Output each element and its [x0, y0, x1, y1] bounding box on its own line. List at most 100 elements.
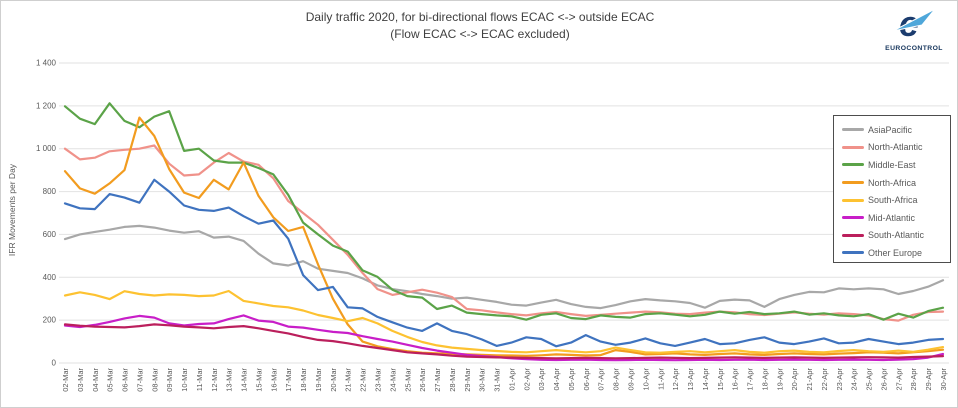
x-tick-label: 18-Mar	[299, 368, 308, 392]
x-tick-label: 26-Apr	[879, 368, 888, 391]
x-tick-label: 04-Mar	[91, 368, 100, 392]
x-tick-label: 24-Mar	[388, 368, 397, 392]
legend-swatch	[842, 233, 864, 237]
x-tick-label: 29-Apr	[924, 368, 933, 391]
y-tick-label: 800	[43, 187, 57, 196]
legend-label: South-Atlantic	[868, 230, 925, 241]
x-tick-label: 24-Apr	[850, 368, 859, 391]
series-line-north-africa	[63, 116, 945, 357]
x-tick-label: 13-Apr	[686, 368, 695, 391]
legend-swatch	[842, 163, 864, 167]
x-tick-label: 27-Apr	[894, 368, 903, 391]
x-tick-label: 21-Apr	[805, 368, 814, 391]
legend-label: Mid-Atlantic	[868, 212, 916, 223]
x-tick-label: 08-Apr	[612, 368, 621, 391]
legend-item-south-atlantic: South-Atlantic	[842, 227, 950, 245]
title-line-2: (Flow ECAC <-> ECAC excluded)	[390, 27, 570, 41]
x-tick-label: 05-Apr	[567, 368, 576, 391]
x-tick-label: 20-Mar	[329, 368, 338, 392]
page-title: Daily traffic 2020, for bi-directional f…	[1, 9, 957, 43]
y-tick-label: 600	[43, 230, 57, 239]
legend-item-mid-atlantic: Mid-Atlantic	[842, 209, 950, 227]
x-tick-label: 16-Apr	[731, 368, 740, 391]
x-tick-label: 10-Apr	[641, 368, 650, 391]
x-tick-label: 27-Mar	[433, 368, 442, 392]
x-tick-label: 09-Apr	[626, 368, 635, 391]
x-tick-label: 30-Mar	[478, 368, 487, 392]
legend-swatch	[842, 198, 864, 202]
x-tick-label: 06-Apr	[582, 368, 591, 391]
legend-label: Other Europe	[868, 247, 923, 258]
y-tick-label: 200	[43, 316, 57, 325]
y-tick-label: 1 000	[36, 144, 57, 153]
legend-item-asiapacific: AsiaPacific	[842, 121, 950, 139]
x-tick-label: 14-Apr	[701, 368, 710, 391]
series-line-south-africa	[63, 289, 945, 354]
x-tick-label: 16-Mar	[269, 368, 278, 392]
x-tick-label: 18-Apr	[760, 368, 769, 391]
legend-swatch	[842, 145, 864, 149]
x-tick-label: 12-Apr	[671, 368, 680, 391]
x-tick-label: 17-Apr	[746, 368, 755, 391]
x-tick-label: 14-Mar	[240, 368, 249, 392]
x-tick-label: 19-Mar	[314, 368, 323, 392]
series-line-south-atlantic	[63, 323, 945, 360]
x-tick-label: 30-Apr	[939, 368, 948, 391]
x-tick-label: 12-Mar	[210, 368, 219, 392]
x-tick-label: 22-Mar	[359, 368, 368, 392]
legend-label: AsiaPacific	[868, 124, 913, 135]
x-tick-label: 15-Mar	[254, 368, 263, 392]
eurocontrol-logo: e EUROCONTROL	[883, 3, 945, 52]
x-tick-label: 19-Apr	[775, 368, 784, 391]
x-tick-label: 26-Mar	[418, 368, 427, 392]
y-tick-label: 400	[43, 273, 57, 282]
legend-swatch	[842, 216, 864, 220]
x-tick-label: 21-Mar	[344, 368, 353, 392]
x-tick-label: 23-Apr	[835, 368, 844, 391]
series-line-north-atlantic	[63, 144, 945, 322]
x-tick-label: 01-Apr	[507, 368, 516, 391]
x-tick-label: 31-Mar	[493, 368, 502, 392]
legend-label: Middle-East	[868, 159, 916, 170]
x-tick-label: 02-Apr	[522, 368, 531, 391]
x-tick-label: 10-Mar	[180, 368, 189, 392]
legend-label: North-Africa	[868, 177, 917, 188]
x-tick-label: 15-Apr	[716, 368, 725, 391]
x-tick-label: 28-Mar	[448, 368, 457, 392]
series-line-middle-east	[63, 102, 945, 321]
title-line-1: Daily traffic 2020, for bi-directional f…	[305, 10, 655, 24]
eurocontrol-logo-text: EUROCONTROL	[885, 45, 943, 52]
x-tick-label: 23-Mar	[374, 368, 383, 392]
x-tick-label: 04-Apr	[552, 368, 561, 391]
x-tick-label: 11-Apr	[656, 368, 665, 390]
x-tick-label: 11-Mar	[195, 368, 204, 392]
x-tick-label: 07-Apr	[597, 368, 606, 391]
legend-swatch	[842, 128, 864, 132]
series-line-other-europe	[63, 178, 945, 348]
x-tick-label: 07-Mar	[135, 368, 144, 392]
legend-item-south-africa: South-Africa	[842, 191, 950, 209]
legend: AsiaPacific North-Atlantic Middle-East Nort…	[833, 115, 951, 263]
x-tick-label: 29-Mar	[463, 368, 472, 392]
legend-swatch	[842, 181, 864, 185]
legend-item-other-europe: Other Europe	[842, 244, 950, 262]
legend-item-north-atlantic: North-Atlantic	[842, 139, 950, 157]
y-tick-label: 1 200	[36, 101, 57, 110]
legend-label: South-Africa	[868, 195, 918, 206]
legend-label: North-Atlantic	[868, 142, 923, 153]
x-tick-label: 13-Mar	[225, 368, 234, 392]
y-axis-title: IFR Movements per Day	[7, 163, 17, 257]
x-tick-label: 17-Mar	[284, 368, 293, 392]
x-tick-label: 05-Mar	[106, 368, 115, 392]
x-tick-label: 06-Mar	[121, 368, 130, 392]
x-tick-label: 09-Mar	[165, 368, 174, 392]
x-tick-label: 25-Mar	[403, 368, 412, 392]
eurocontrol-logo-icon: e	[892, 3, 936, 44]
legend-item-north-africa: North-Africa	[842, 174, 950, 192]
x-tick-label: 25-Apr	[865, 368, 874, 391]
x-tick-label: 22-Apr	[820, 368, 829, 391]
y-tick-label: 1 400	[36, 59, 57, 68]
series-line-asiapacific	[63, 224, 945, 310]
